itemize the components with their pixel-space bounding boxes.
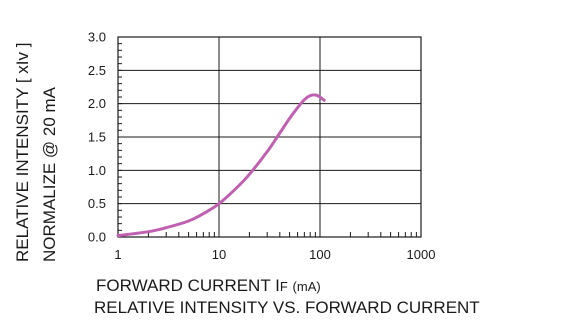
y-tick-labels: 0.0 0.5 1.0 1.5 2.0 2.5 3.0 <box>88 30 106 245</box>
y-axis-label-line2: NORMALIZE @ 20 mA <box>40 86 59 262</box>
grid <box>117 36 422 238</box>
x-axis-label: FORWARD CURRENT IF (mA) <box>96 276 321 296</box>
x-tick-label: 100 <box>309 247 331 262</box>
plot-border <box>117 36 422 238</box>
y-tick-label: 0.5 <box>88 196 106 211</box>
y-tick-label: 2.5 <box>88 63 106 78</box>
series-line <box>116 93 326 238</box>
y-tick-label: 2.0 <box>88 96 106 111</box>
x-tick-labels: 1 10 100 1000 <box>114 247 435 262</box>
x-axis-label-subscript: F <box>279 279 288 294</box>
y-tick-label: 0.0 <box>88 230 106 245</box>
y-tick-label: 1.5 <box>88 130 106 145</box>
y-axis-title: RELATIVE INTENSITY [ xIv ] NORMALIZE @ 2… <box>13 43 59 262</box>
x-tick-label: 10 <box>212 247 226 262</box>
y-tick-label: 1.0 <box>88 163 106 178</box>
x-axis-label-main: FORWARD CURRENT I <box>96 276 280 295</box>
y-axis-label-line1: RELATIVE INTENSITY [ xIv ] <box>13 43 32 262</box>
x-axis-label-unit: (mA) <box>292 279 321 294</box>
plot-frame <box>117 36 422 238</box>
x-tick-label: 1000 <box>407 247 436 262</box>
chart-title: RELATIVE INTENSITY VS. FORWARD CURRENT <box>94 298 480 317</box>
x-tick-label: 1 <box>114 247 121 262</box>
y-tick-label: 3.0 <box>88 30 106 45</box>
